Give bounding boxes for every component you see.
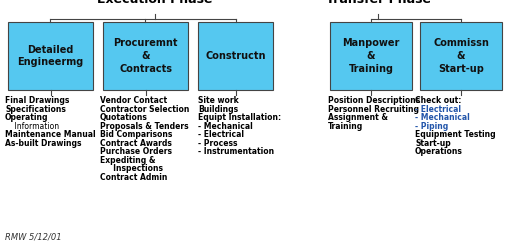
Text: Operating: Operating bbox=[5, 113, 49, 122]
Text: RMW 5/12/01: RMW 5/12/01 bbox=[5, 232, 62, 241]
Text: Manpower
&
Training: Manpower & Training bbox=[342, 38, 400, 74]
Text: Site work: Site work bbox=[198, 96, 239, 105]
Text: - Mechanical: - Mechanical bbox=[198, 122, 253, 130]
Text: Assignment &: Assignment & bbox=[328, 113, 388, 122]
Text: - Instrumentation: - Instrumentation bbox=[198, 147, 274, 156]
Text: Specifications: Specifications bbox=[5, 104, 66, 113]
Text: Bid Comparisons: Bid Comparisons bbox=[100, 130, 172, 139]
Text: Constructn: Constructn bbox=[205, 51, 266, 61]
Text: Quotations: Quotations bbox=[100, 113, 148, 122]
Text: As-built Drawings: As-built Drawings bbox=[5, 139, 82, 148]
Text: - Electrical: - Electrical bbox=[415, 104, 461, 113]
Text: - Electrical: - Electrical bbox=[198, 130, 244, 139]
Text: Vendor Contact: Vendor Contact bbox=[100, 96, 167, 105]
Text: Contractor Selection: Contractor Selection bbox=[100, 104, 190, 113]
Text: - Process: - Process bbox=[198, 139, 237, 148]
FancyBboxPatch shape bbox=[8, 22, 93, 90]
Text: Information: Information bbox=[5, 122, 59, 130]
Text: - Piping: - Piping bbox=[415, 122, 448, 130]
Text: Final Drawings: Final Drawings bbox=[5, 96, 69, 105]
FancyBboxPatch shape bbox=[330, 22, 412, 90]
Text: Purchase Orders: Purchase Orders bbox=[100, 147, 172, 156]
Text: Personnel Recruiting: Personnel Recruiting bbox=[328, 104, 419, 113]
Text: Transfer Phase: Transfer Phase bbox=[325, 0, 430, 6]
Text: Start-up: Start-up bbox=[415, 139, 451, 148]
Text: Execution Phase: Execution Phase bbox=[97, 0, 213, 6]
Text: Check out:: Check out: bbox=[415, 96, 461, 105]
Text: Buildings: Buildings bbox=[198, 104, 238, 113]
Text: Inspections: Inspections bbox=[100, 164, 163, 173]
Text: Position Descriptions: Position Descriptions bbox=[328, 96, 420, 105]
Text: Maintenance Manual: Maintenance Manual bbox=[5, 130, 96, 139]
Text: Detailed
Engineermg: Detailed Engineermg bbox=[17, 45, 84, 67]
Text: Equipment Testing: Equipment Testing bbox=[415, 130, 496, 139]
Text: Proposals & Tenders: Proposals & Tenders bbox=[100, 122, 189, 130]
Text: Operations: Operations bbox=[415, 147, 463, 156]
FancyBboxPatch shape bbox=[103, 22, 188, 90]
Text: Procuremnt
&
Contracts: Procuremnt & Contracts bbox=[113, 38, 178, 74]
Text: Contract Admin: Contract Admin bbox=[100, 173, 167, 182]
Text: Contract Awards: Contract Awards bbox=[100, 139, 172, 148]
FancyBboxPatch shape bbox=[198, 22, 273, 90]
Text: - Mechanical: - Mechanical bbox=[415, 113, 470, 122]
Text: Expediting &: Expediting & bbox=[100, 156, 156, 165]
Text: Equipt Installation:: Equipt Installation: bbox=[198, 113, 281, 122]
FancyBboxPatch shape bbox=[420, 22, 502, 90]
Text: Training: Training bbox=[328, 122, 363, 130]
Text: Commissn
&
Start-up: Commissn & Start-up bbox=[433, 38, 489, 74]
